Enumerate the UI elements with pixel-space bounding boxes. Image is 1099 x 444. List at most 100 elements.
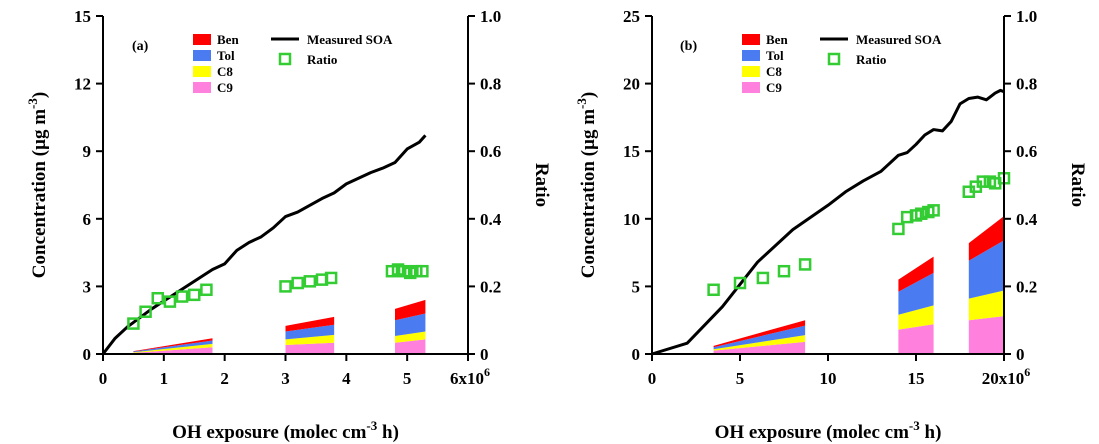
y2-tick-label: 0.2 [480, 277, 501, 296]
area-c8-group-3 [968, 290, 1004, 321]
ratio-point [915, 207, 928, 220]
x-tick-label: 1 [160, 369, 169, 388]
ratio-point [416, 264, 429, 278]
ratio-point [151, 291, 164, 305]
legend-label-measured-soa: Measured SOA [307, 32, 393, 47]
ratio-point [188, 288, 201, 302]
area-tol-group-3 [968, 240, 1004, 299]
ratio-point [200, 283, 213, 297]
ratio-point [777, 264, 791, 278]
legend-label-tol: Tol [217, 48, 235, 63]
y-tick-label: 15 [623, 142, 640, 161]
area-ben-group-1 [133, 338, 213, 352]
ratio-point [291, 276, 304, 290]
y2-tick-label: 0.8 [480, 75, 501, 94]
y2-tick-label: 0.4 [1016, 210, 1038, 229]
y2-tick-label: 0.8 [1016, 75, 1037, 94]
area-ben-group-3 [968, 216, 1004, 261]
legend-swatch-c9 [742, 82, 760, 93]
y2-tick-label: 1.0 [1016, 7, 1037, 26]
legend-swatch-c8 [193, 66, 211, 77]
y2-axis-label: Ratio [1067, 163, 1088, 207]
x-tick-label: 5 [736, 369, 745, 388]
y2-tick-label: 0.6 [1016, 142, 1037, 161]
area-ben-group-2 [285, 316, 335, 332]
y-tick-label: 15 [74, 7, 91, 26]
ratio-point [756, 271, 770, 285]
x-tick-label: 5 [403, 369, 412, 388]
y2-tick-label: 0.6 [480, 142, 501, 161]
y-axis-label: Concentration (µg m-3) [25, 92, 50, 278]
ratio-point [279, 280, 292, 293]
y-tick-label: 9 [83, 142, 92, 161]
ratio-point [139, 305, 152, 318]
legend-label-ratio: Ratio [856, 52, 886, 67]
area-c8-group-2 [898, 305, 934, 330]
legend-label-measured-soa: Measured SOA [856, 32, 942, 47]
legend-label-c9: C9 [217, 80, 233, 95]
panel-label: (a) [132, 39, 149, 54]
y-tick-label: 10 [623, 210, 640, 229]
legend-label-ratio: Ratio [307, 52, 337, 67]
legend-swatch-tol [742, 50, 760, 61]
area-ben-group-1 [713, 320, 806, 348]
area-ben-group-2 [898, 256, 934, 292]
y2-tick-label: 0 [1016, 345, 1025, 364]
x-tick-label: 6x106 [450, 365, 490, 388]
x-tick-label: 3 [281, 369, 290, 388]
y2-tick-label: 0.4 [480, 210, 502, 229]
legend-label-c8: C8 [766, 64, 782, 79]
ratio-point [175, 290, 189, 303]
ratio-point [127, 317, 140, 330]
ratio-point [324, 271, 338, 285]
y-axis-label: Concentration (µg m-3) [574, 92, 599, 278]
area-c8-group-2 [285, 334, 335, 345]
panel-b: 0 5 10 15 20x106051015202500.20.40.60.81.0OH… [574, 7, 1088, 443]
x-tick-label: 0 [648, 369, 657, 388]
area-c8-group-3 [395, 331, 426, 343]
y2-tick-label: 0 [480, 345, 489, 364]
ratio-point [927, 204, 940, 217]
x-tick-label: 10 [820, 369, 837, 388]
area-tol-group-3 [395, 313, 426, 336]
x-axis-label: OH exposure (molec cm-3 h) [172, 418, 399, 443]
legend-label-ben: Ben [217, 32, 239, 47]
legend-label-tol: Tol [766, 48, 784, 63]
legend-marker-ratio [827, 52, 841, 66]
area-tol-group-1 [133, 340, 213, 353]
legend-swatch-c9 [193, 82, 211, 93]
ratio-point [707, 283, 720, 297]
legend-swatch-c8 [742, 66, 760, 77]
y-tick-label: 5 [632, 277, 641, 296]
x-tick-label: 4 [342, 369, 351, 388]
y2-tick-label: 0.2 [1016, 277, 1037, 296]
legend-swatch-ben [193, 34, 211, 45]
area-c8-group-1 [133, 343, 213, 353]
ratio-point [976, 175, 990, 188]
area-tol-group-1 [713, 325, 806, 350]
y-tick-label: 3 [83, 277, 92, 296]
y2-axis-label: Ratio [531, 163, 552, 207]
x-tick-label: 15 [908, 369, 925, 388]
y2-tick-label: 1.0 [480, 7, 501, 26]
ratio-point [892, 222, 905, 236]
y-tick-label: 6 [83, 210, 92, 229]
area-c9-group-2 [285, 342, 335, 354]
y-tick-label: 0 [83, 345, 92, 364]
y-tick-label: 0 [632, 345, 641, 364]
legend-swatch-tol [193, 50, 211, 61]
measured-soa-line [101, 134, 427, 355]
area-ben-group-3 [395, 299, 426, 321]
area-c9-group-1 [713, 341, 806, 354]
ratio-point [733, 276, 747, 290]
y-tick-label: 12 [74, 75, 91, 94]
panel-label: (b) [680, 39, 697, 54]
x-axis-label: OH exposure (molec cm-3 h) [715, 418, 942, 443]
area-tol-group-2 [898, 272, 934, 315]
area-c9-group-3 [395, 339, 426, 354]
area-c9-group-3 [968, 316, 1004, 354]
area-c8-group-1 [713, 335, 806, 351]
area-c9-group-2 [898, 324, 934, 354]
